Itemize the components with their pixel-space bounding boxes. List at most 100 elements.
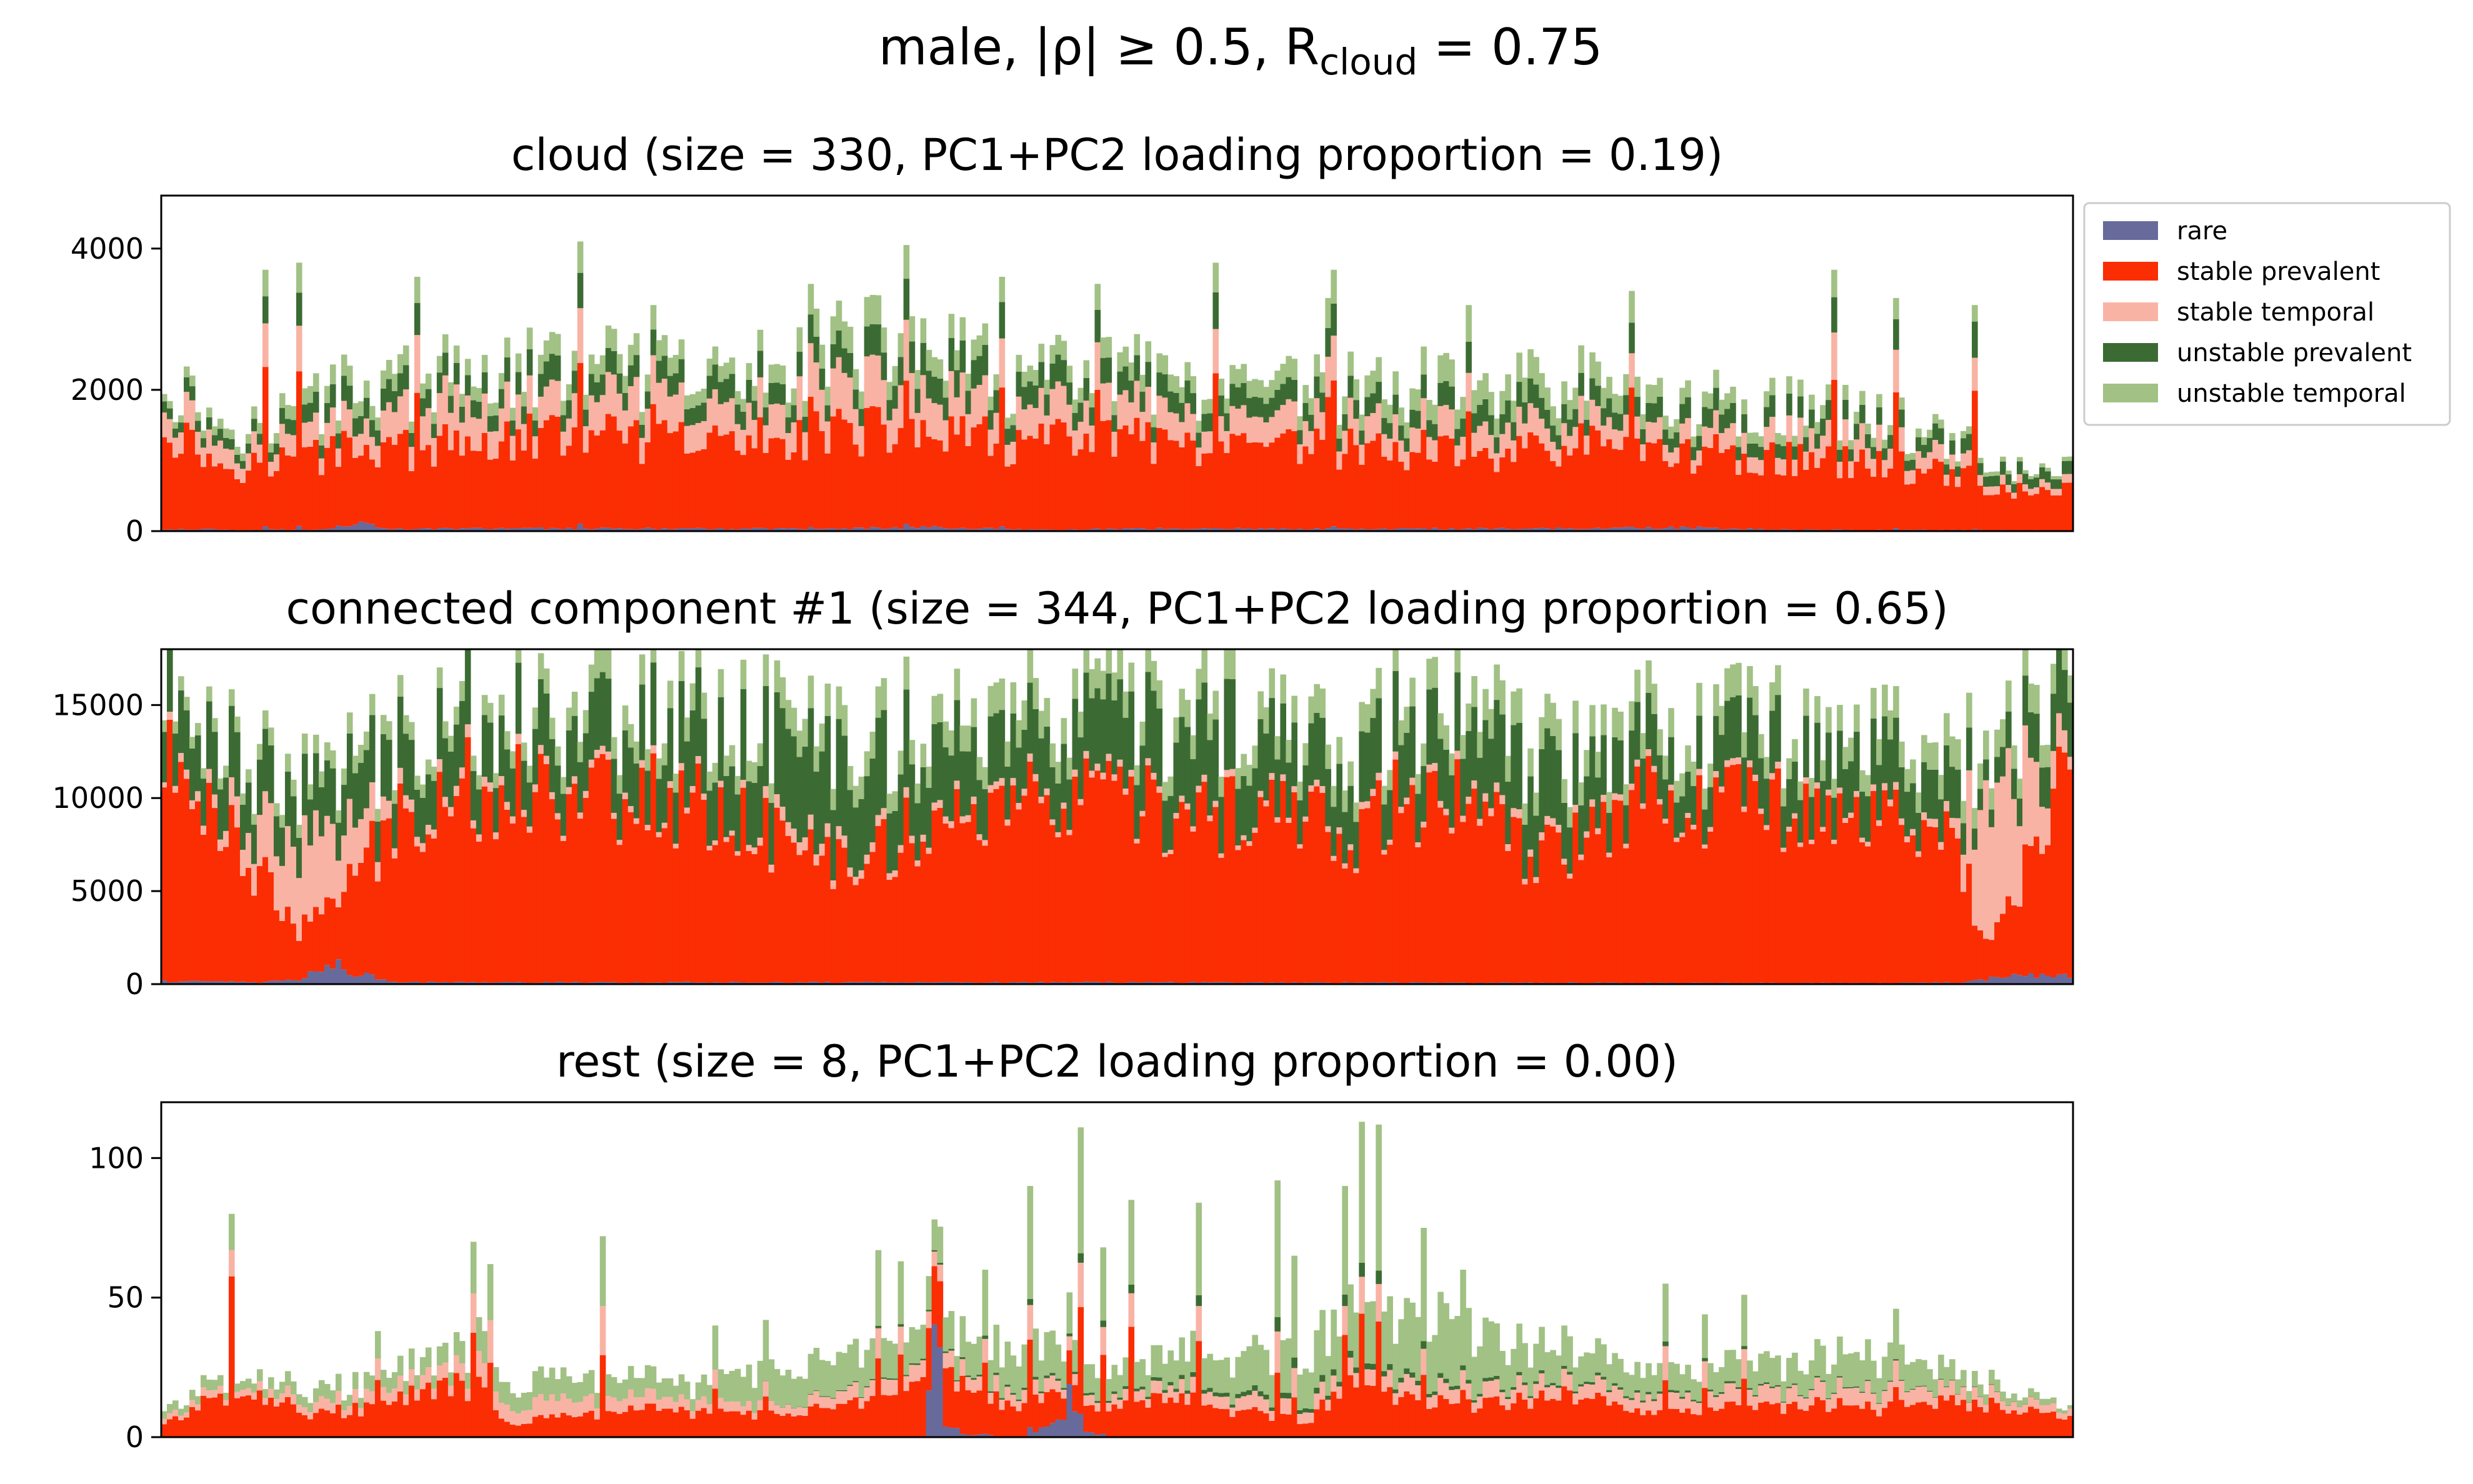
bar-segment-stable-temporal — [1123, 789, 1129, 795]
bar-segment-stable-prevalent — [949, 828, 955, 982]
bar-segment-unstable-temporal — [617, 775, 623, 794]
bar-segment-unstable-prevalent — [307, 799, 314, 845]
bar-segment-stable-prevalent — [172, 1417, 179, 1437]
bar-segment-unstable-prevalent — [1848, 449, 1854, 461]
bar-segment-stable-temporal — [746, 1401, 752, 1411]
bar-segment-unstable-temporal — [352, 1372, 359, 1389]
bar-segment-unstable-temporal — [1432, 405, 1438, 424]
bar-segment-unstable-prevalent — [521, 406, 527, 424]
bar-segment-stable-prevalent — [1944, 486, 1950, 530]
bar-segment-unstable-temporal — [2056, 476, 2062, 479]
bar-segment-unstable-prevalent — [1561, 404, 1567, 424]
bar-segment-unstable-prevalent — [2011, 484, 2017, 493]
bar-segment-unstable-prevalent — [2000, 462, 2006, 475]
bar-segment-stable-prevalent — [966, 1390, 972, 1435]
bar-segment-stable-temporal — [510, 1411, 516, 1425]
bar-segment-stable-temporal — [1173, 813, 1179, 819]
bar-segment-stable-prevalent — [2022, 844, 2029, 976]
bar-segment-unstable-temporal — [679, 339, 685, 359]
bar-segment-stable-prevalent — [937, 808, 944, 982]
bar-segment-stable-temporal — [1752, 457, 1759, 473]
bar-segment-stable-temporal — [622, 793, 629, 799]
bar-segment-stable-prevalent — [1471, 1413, 1477, 1437]
bar-segment-unstable-prevalent — [341, 785, 347, 835]
bar-segment-unstable-prevalent — [1938, 1379, 1944, 1380]
bar-segment-unstable-temporal — [769, 1359, 775, 1400]
bar-segment-unstable-temporal — [223, 765, 229, 777]
bar-segment-unstable-temporal — [583, 395, 589, 410]
bar-segment-stable-prevalent — [1544, 825, 1551, 983]
bar-segment-unstable-temporal — [1033, 370, 1039, 386]
bar-segment-unstable-prevalent — [1207, 740, 1213, 815]
bar-segment-unstable-temporal — [1634, 670, 1641, 702]
bar-segment-unstable-temporal — [999, 679, 1006, 710]
bar-segment-stable-temporal — [364, 419, 370, 445]
bar-segment-unstable-temporal — [1539, 717, 1545, 749]
bar-segment-stable-prevalent — [977, 424, 983, 529]
bar-segment-unstable-prevalent — [1089, 407, 1096, 426]
bar-segment-stable-temporal — [499, 1403, 505, 1418]
bar-segment-stable-temporal — [904, 1377, 910, 1392]
bar-segment-stable-prevalent — [1482, 1398, 1489, 1437]
bar-segment-unstable-prevalent — [1466, 342, 1472, 373]
bar-segment-stable-prevalent — [1201, 1406, 1207, 1438]
bar-segment-unstable-prevalent — [1297, 1410, 1303, 1414]
bar-segment-unstable-prevalent — [2006, 474, 2012, 485]
bar-segment-stable-prevalent — [1511, 817, 1517, 983]
bar-segment-unstable-temporal — [2045, 1399, 2051, 1405]
bar-segment-stable-temporal — [617, 394, 623, 431]
bar-segment-stable-prevalent — [1572, 1405, 1579, 1437]
bar-segment-unstable-prevalent — [915, 389, 921, 413]
bar-segment-stable-temporal — [1584, 436, 1590, 454]
bar-segment-unstable-prevalent — [1623, 395, 1629, 414]
bar-segment-stable-temporal — [1050, 389, 1056, 425]
bar-segment-unstable-prevalent — [1899, 409, 1905, 427]
bar-segment-stable-temporal — [904, 787, 910, 798]
bar-segment-stable-prevalent — [634, 1410, 640, 1437]
bar-segment-unstable-prevalent — [1101, 699, 1107, 772]
bar-segment-unstable-temporal — [1212, 262, 1219, 292]
bar-segment-unstable-temporal — [510, 1393, 516, 1412]
bar-segment-stable-temporal — [589, 760, 595, 768]
bar-segment-stable-temporal — [921, 375, 927, 420]
bar-segment-unstable-prevalent — [1218, 1393, 1224, 1397]
bar-segment-unstable-temporal — [324, 1384, 331, 1399]
bar-segment-stable-prevalent — [1095, 390, 1101, 529]
bar-segment-unstable-prevalent — [847, 790, 854, 867]
bar-segment-stable-prevalent — [442, 807, 449, 982]
bar-segment-unstable-temporal — [724, 1374, 730, 1402]
bar-segment-unstable-prevalent — [949, 1349, 955, 1351]
bar-segment-stable-temporal — [746, 403, 752, 436]
bar-segment-stable-prevalent — [757, 845, 764, 983]
bar-segment-unstable-temporal — [1662, 1283, 1669, 1341]
bar-segment-stable-prevalent — [1775, 474, 1781, 530]
bar-segment-stable-temporal — [1685, 1393, 1691, 1409]
bar-segment-unstable-temporal — [1736, 1359, 1742, 1387]
bar-segment-unstable-prevalent — [611, 759, 617, 813]
bar-segment-stable-prevalent — [583, 798, 589, 983]
bar-segment-unstable-temporal — [431, 412, 437, 424]
bar-segment-stable-temporal — [1741, 1349, 1747, 1378]
bar-segment-unstable-prevalent — [1269, 398, 1275, 417]
bar-segment-unstable-prevalent — [566, 401, 572, 419]
bar-segment-unstable-temporal — [285, 405, 291, 419]
bar-segment-unstable-prevalent — [195, 421, 201, 432]
bar-segment-stable-temporal — [493, 832, 499, 839]
bar-segment-unstable-prevalent — [1572, 733, 1579, 805]
bar-segment-unstable-prevalent — [1662, 1342, 1669, 1347]
bar-segment-unstable-prevalent — [1415, 794, 1421, 842]
bar-segment-unstable-temporal — [1972, 305, 1978, 321]
bar-segment-stable-prevalent — [988, 456, 994, 528]
bar-segment-stable-prevalent — [1876, 1417, 1882, 1437]
bar-segment-stable-prevalent — [1769, 780, 1776, 983]
bar-segment-unstable-prevalent — [718, 697, 724, 781]
bar-segment-stable-temporal — [1117, 395, 1124, 429]
bar-segment-stable-temporal — [1022, 409, 1028, 439]
bar-segment-stable-temporal — [1634, 1393, 1641, 1408]
bar-segment-stable-prevalent — [937, 441, 944, 527]
bar-segment-stable-prevalent — [347, 1415, 353, 1437]
bar-segment-unstable-temporal — [302, 388, 308, 404]
bar-segment-stable-prevalent — [577, 819, 584, 982]
bar-segment-stable-temporal — [1488, 435, 1494, 459]
bar-segment-stable-temporal — [1781, 1403, 1787, 1414]
